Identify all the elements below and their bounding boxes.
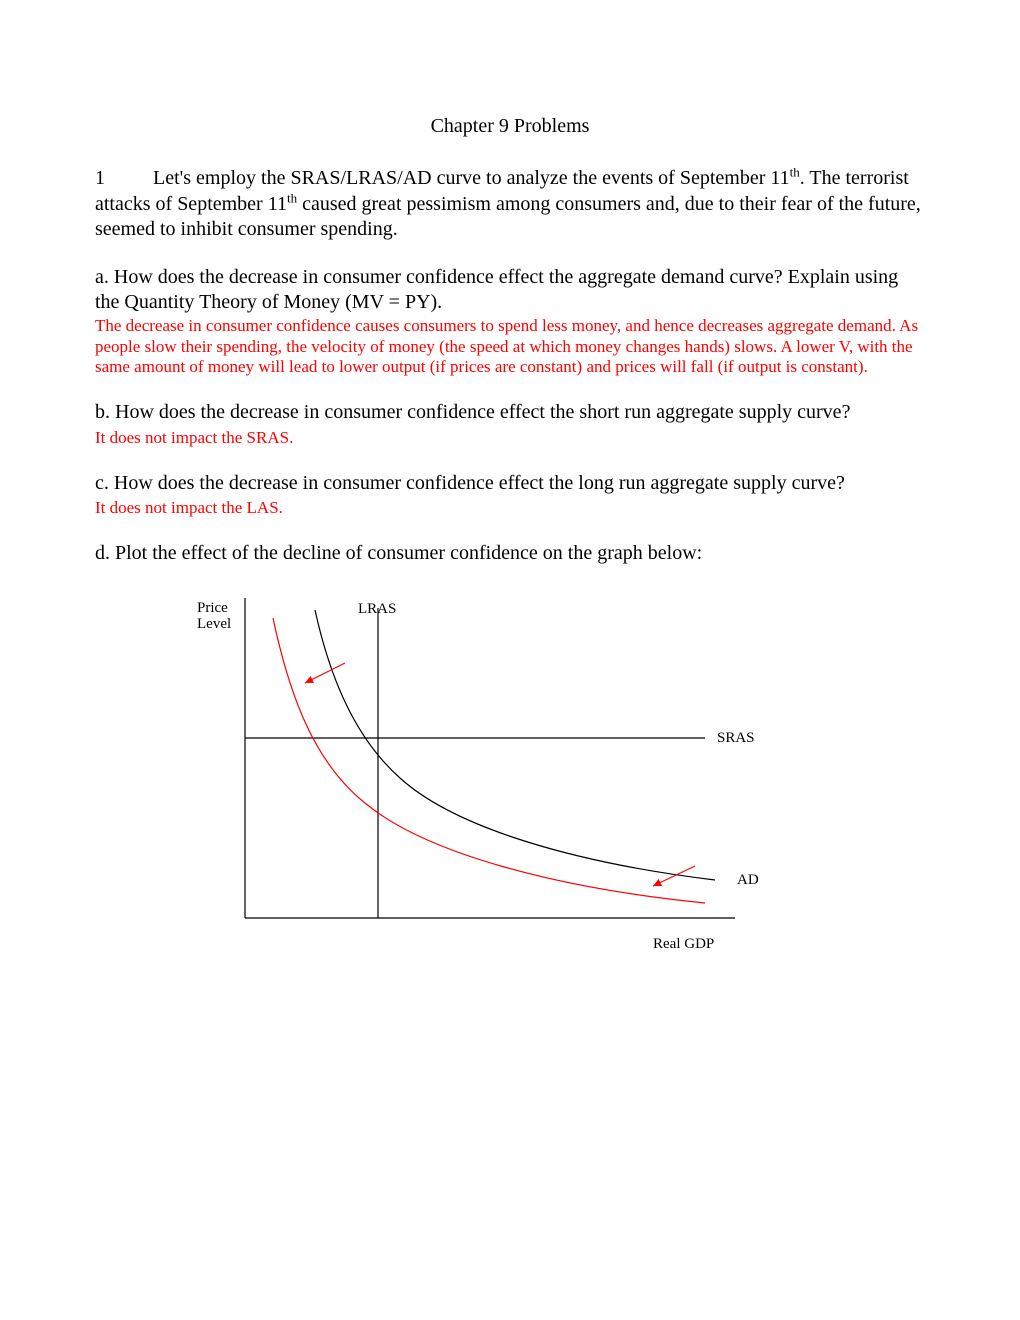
ad-curve-original [315,610,715,880]
question-c: c. How does the decrease in consumer con… [95,471,925,519]
label-price-1: Price [197,600,228,616]
page: Chapter 9 Problems 1Let's employ the SRA… [0,0,1020,978]
question-b: b. How does the decrease in consumer con… [95,400,925,448]
qd-prompt: d. Plot the effect of the decline of con… [95,541,925,567]
label-real-gdp: Real GDP [653,936,714,952]
q1-intro: 1Let's employ the SRAS/LRAS/AD curve to … [95,166,925,243]
qa-prompt: a. How does the decrease in consumer con… [95,265,925,316]
ad-curve-shifted [273,618,705,903]
economics-graph: PriceLevel LRAS SRAS AD Real GDP [155,588,925,978]
graph-svg: PriceLevel LRAS SRAS AD Real GDP [155,588,815,978]
label-ad: AD [737,872,759,888]
qc-prompt: c. How does the decrease in consumer con… [95,471,925,497]
label-sras: SRAS [717,730,755,746]
qb-prompt: b. How does the decrease in consumer con… [95,400,925,426]
qc-answer: It does not impact the LAS. [95,498,925,519]
qa-answer: The decrease in consumer confidence caus… [95,316,925,378]
question-a: a. How does the decrease in consumer con… [95,265,925,378]
page-title: Chapter 9 Problems [95,115,925,138]
label-lras: LRAS [358,601,396,617]
label-price-2: Level [197,616,231,632]
qb-answer: It does not impact the SRAS. [95,428,925,449]
